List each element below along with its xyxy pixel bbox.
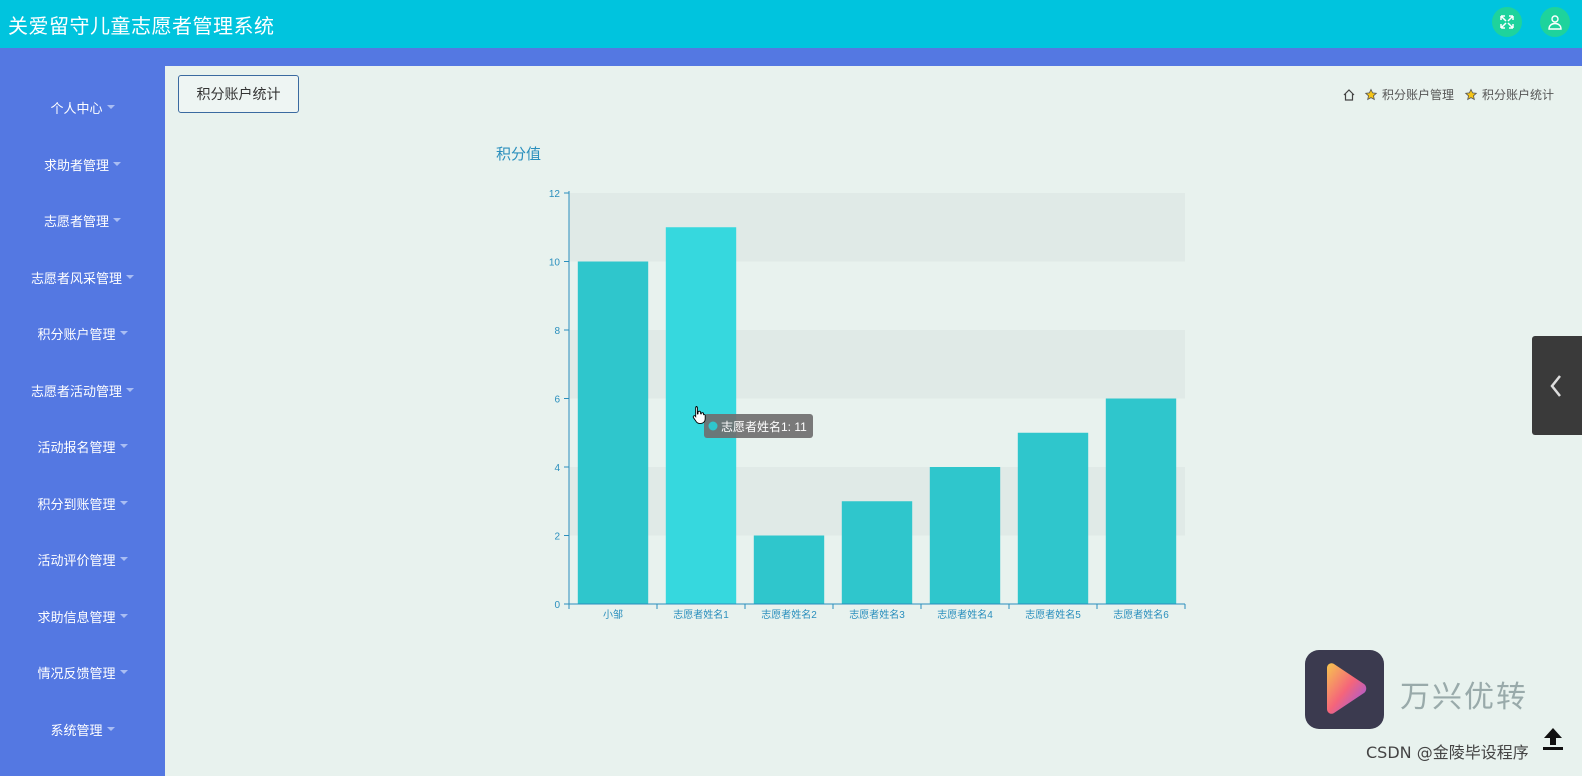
sidebar-item-feedback[interactable]: 情况反馈管理 [0,657,165,687]
sidebar-item-personal-center[interactable]: 个人中心 [0,92,165,122]
x-tick-label: 志愿者姓名2 [761,608,817,621]
bar [1017,432,1089,604]
chevron-down-icon [119,670,128,674]
hand-cursor-icon [692,406,706,424]
wondershare-logo [1305,650,1384,729]
bar [929,467,1001,604]
sidebar-item-label: 活动评价管理 [37,553,116,569]
bar [753,535,825,604]
chevron-left-icon [1550,375,1561,397]
chevron-down-icon [106,727,115,731]
sidebar-item-label: 活动报名管理 [37,440,116,456]
x-tick-label: 志愿者姓名1 [673,608,729,621]
tooltip-box [704,414,813,438]
sidebar-item-label: 志愿者活动管理 [30,384,122,400]
sidebar-item-help-seeker[interactable]: 求助者管理 [0,149,165,179]
y-tick-label: 6 [554,395,560,406]
points-account-stats-button[interactable]: 积分账户统计 [178,75,299,113]
sidebar-item-points-credit[interactable]: 积分到账管理 [0,488,165,518]
star-icon [1364,88,1378,100]
tooltip-marker [708,421,718,431]
y-tick-label: 10 [549,258,561,269]
chevron-down-icon [119,501,128,505]
y-tick-label: 12 [549,189,561,200]
sidebar-item-label: 个人中心 [50,101,103,117]
x-tick-label: 小邹 [603,608,623,621]
chart-tooltip: 志愿者姓名1: 11 [704,414,813,438]
chevron-down-icon [119,331,128,335]
chart-title: 积分值 [496,146,541,163]
sidebar-item-help-info[interactable]: 求助信息管理 [0,601,165,631]
sidebar-item-system[interactable]: 系统管理 [0,714,165,744]
sidebar-item-label: 志愿者风采管理 [30,271,122,287]
user-icon[interactable] [1540,7,1570,37]
sidebar-item-label: 积分账户管理 [37,327,116,343]
header-underbar [0,48,1582,66]
x-tick-label: 志愿者姓名5 [1025,608,1081,621]
grid-band [569,193,1185,262]
grid-band [569,330,1185,399]
watermark-text: 万兴优转 [1400,680,1528,715]
chevron-down-icon [113,162,121,166]
app-title: 关爱留守儿童志愿者管理系统 [8,14,275,38]
chevron-down-icon [119,614,128,618]
fullscreen-icon[interactable] [1492,7,1522,37]
sidebar: 个人中心 求助者管理 志愿者管理 志愿者风采管理 积分账户管理 志愿者活动管理 … [0,66,165,776]
upload-icon[interactable] [1540,726,1566,752]
star-icon [1464,88,1478,100]
sidebar-item-label: 志愿者管理 [43,214,109,230]
chevron-down-icon [119,444,128,448]
side-collapse-tab[interactable] [1532,336,1582,435]
y-tick-label: 8 [554,326,560,337]
breadcrumb: 积分账户管理 积分账户统计 [1338,86,1560,103]
chevron-down-icon [113,218,121,222]
breadcrumb-item[interactable]: 积分账户管理 [1381,88,1454,102]
chevron-down-icon [106,105,115,109]
home-icon[interactable] [1342,88,1356,102]
sidebar-item-activity-review[interactable]: 活动评价管理 [0,544,165,574]
x-axis: 小邹 志愿者姓名1 志愿者姓名2 志愿者姓名3 志愿者姓名4 志愿者姓名5 志愿者姓名6 [568,603,1186,621]
y-tick-label: 4 [554,463,560,474]
tooltip-text: 志愿者姓名1: 11 [721,419,807,434]
sidebar-item-label: 系统管理 [50,723,103,739]
y-axis: 0 2 4 6 8 10 12 [549,189,570,611]
sidebar-item-volunteer[interactable]: 志愿者管理 [0,205,165,235]
sidebar-item-label: 情况反馈管理 [37,666,116,682]
x-tick-label: 志愿者姓名4 [937,608,993,621]
bar [1105,398,1177,604]
chevron-down-icon [126,388,134,392]
chevron-down-icon [119,557,128,561]
sidebar-item-points-account[interactable]: 积分账户管理 [0,318,165,348]
sidebar-item-activity-signup[interactable]: 活动报名管理 [0,431,165,461]
bar [841,501,913,604]
sidebar-item-volunteer-activity[interactable]: 志愿者活动管理 [0,375,165,405]
y-tick-label: 2 [554,532,560,543]
csdn-watermark: CSDN @金陵毕设程序 [1366,743,1529,762]
sidebar-item-label: 求助信息管理 [37,610,116,626]
y-tick-label: 0 [554,600,560,611]
bar [577,261,649,604]
top-header: 关爱留守儿童志愿者管理系统 [0,0,1582,48]
chart-grid-bands [569,193,1185,536]
breadcrumb-item: 积分账户统计 [1481,88,1554,102]
sidebar-item-volunteer-showcase[interactable]: 志愿者风采管理 [0,262,165,292]
sidebar-item-label: 积分到账管理 [37,497,116,513]
x-tick-label: 志愿者姓名6 [1113,608,1169,621]
x-tick-label: 志愿者姓名3 [849,608,905,621]
bar-series [577,227,1177,604]
chevron-down-icon [126,275,134,279]
sidebar-item-label: 求助者管理 [43,158,109,174]
